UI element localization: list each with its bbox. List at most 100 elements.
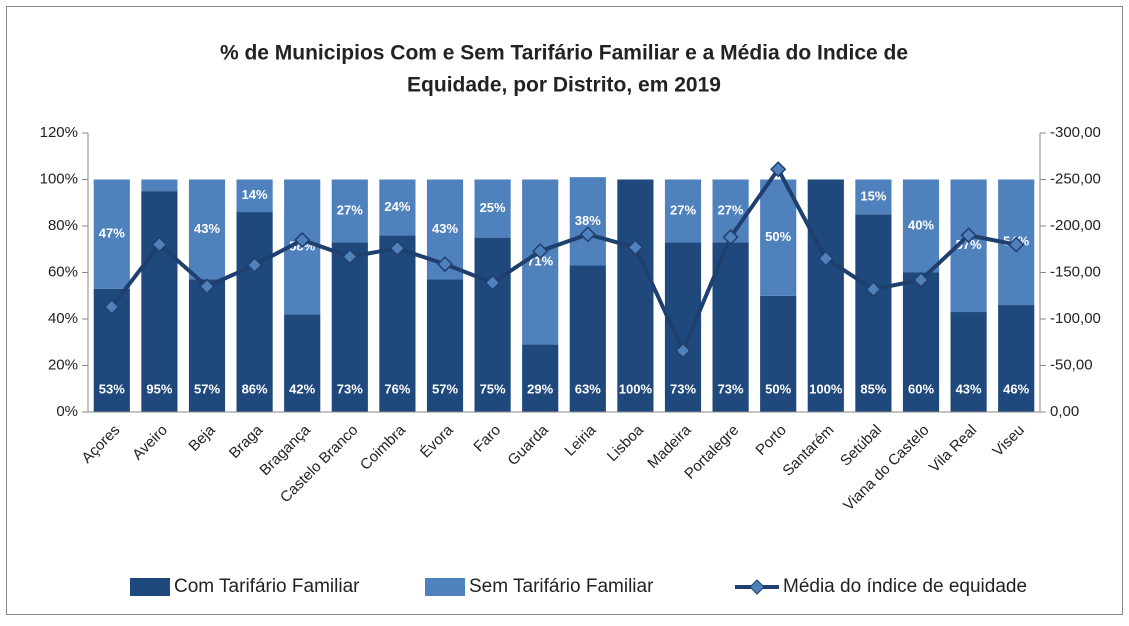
y-tick-label: 120%: [40, 124, 78, 141]
data-label: 50%: [765, 381, 791, 396]
bar: [617, 179, 654, 412]
bar: [474, 179, 511, 238]
bar: [664, 179, 702, 243]
bar: [569, 177, 606, 266]
legend-label: Média do índice de equidade: [783, 576, 1027, 597]
bar: [236, 179, 273, 213]
marker: [341, 248, 358, 265]
bar: [474, 237, 511, 412]
marker: [151, 236, 168, 253]
legend-label: Com Tarifário Familiar: [174, 576, 360, 597]
y2-tick-label: -200,00: [1050, 217, 1101, 234]
data-label: 73%: [718, 381, 744, 396]
y2-tick-label: -250,00: [1050, 170, 1101, 187]
data-label: 85%: [860, 381, 886, 396]
data-label: 47%: [99, 226, 125, 241]
y2-tick-label: 0,00: [1050, 403, 1079, 420]
data-label: 57%: [194, 381, 220, 396]
bar: [236, 212, 273, 412]
legend-marker: [749, 579, 765, 595]
marker: [722, 229, 739, 246]
legend-label: Sem Tarifário Familiar: [469, 576, 654, 597]
marker: [579, 226, 596, 243]
y2-tick-label: -150,00: [1050, 263, 1101, 280]
data-label: 29%: [527, 381, 553, 396]
data-label: 42%: [289, 381, 315, 396]
bar: [855, 179, 892, 215]
data-label: 100%: [619, 381, 653, 396]
y2-tick-label: -100,00: [1050, 310, 1101, 327]
marker: [246, 256, 263, 274]
data-label: 43%: [194, 221, 220, 236]
data-label: 25%: [480, 200, 506, 215]
data-label: 86%: [242, 381, 268, 396]
bar: [760, 179, 797, 296]
marker: [103, 298, 120, 315]
bar: [426, 279, 464, 412]
marker: [1008, 236, 1025, 253]
marker: [674, 342, 692, 359]
bar: [998, 305, 1035, 412]
data-label: 73%: [337, 381, 363, 396]
marker: [484, 274, 501, 291]
data-label: 46%: [1003, 381, 1029, 396]
bar: [331, 242, 368, 412]
legend-swatch: [425, 578, 465, 596]
data-label: 57%: [432, 381, 458, 396]
chart-title: % de Municipios Com e Sem Tarifário Fami…: [220, 42, 908, 65]
data-label: 27%: [718, 202, 744, 217]
bar: [760, 295, 797, 412]
marker: [389, 240, 406, 257]
bar: [93, 179, 130, 289]
bar: [331, 179, 368, 243]
y2-tick-label: -50,00: [1050, 356, 1093, 373]
marker: [770, 161, 787, 178]
marker: [198, 278, 216, 295]
marker: [532, 243, 549, 260]
chart-title: Equidade, por Distrito, em 2019: [407, 74, 721, 97]
data-label: 60%: [908, 381, 934, 396]
y-tick-label: 60%: [48, 263, 78, 280]
data-label: 27%: [337, 202, 363, 217]
data-label: 38%: [575, 213, 601, 228]
marker: [960, 227, 977, 244]
data-label: 63%: [575, 381, 601, 396]
bar: [807, 179, 844, 412]
y-tick-label: 0%: [56, 403, 78, 420]
data-label: 40%: [908, 217, 934, 232]
bar: [379, 235, 416, 412]
bar: [284, 314, 321, 412]
data-label: 100%: [809, 381, 843, 396]
y-tick-label: 20%: [48, 356, 78, 373]
marker: [912, 271, 930, 289]
marker: [627, 239, 644, 256]
data-label: 76%: [384, 381, 410, 396]
data-label: 95%: [146, 381, 172, 396]
legend-swatch: [130, 578, 170, 596]
data-label: 24%: [384, 199, 410, 214]
bar: [188, 179, 226, 280]
data-label: 43%: [956, 381, 982, 396]
bar: [188, 279, 226, 412]
data-label: 15%: [860, 188, 886, 203]
bar: [950, 312, 987, 412]
data-label: 73%: [670, 381, 696, 396]
data-label: 50%: [765, 229, 791, 244]
y-tick-label: 80%: [48, 217, 78, 234]
y-tick-label: 100%: [40, 170, 78, 187]
bar: [141, 191, 178, 412]
bar: [902, 179, 940, 273]
bar: [379, 179, 416, 236]
y2-tick-label: -300,00: [1050, 124, 1101, 141]
bar: [522, 344, 559, 412]
bar: [522, 179, 559, 345]
bar: [855, 214, 892, 412]
y-tick-label: 40%: [48, 310, 78, 327]
bar: [569, 265, 606, 412]
data-label: 53%: [99, 381, 125, 396]
data-label: 75%: [480, 381, 506, 396]
marker: [865, 281, 882, 298]
data-label: 14%: [242, 187, 268, 202]
data-label: 43%: [432, 221, 458, 236]
